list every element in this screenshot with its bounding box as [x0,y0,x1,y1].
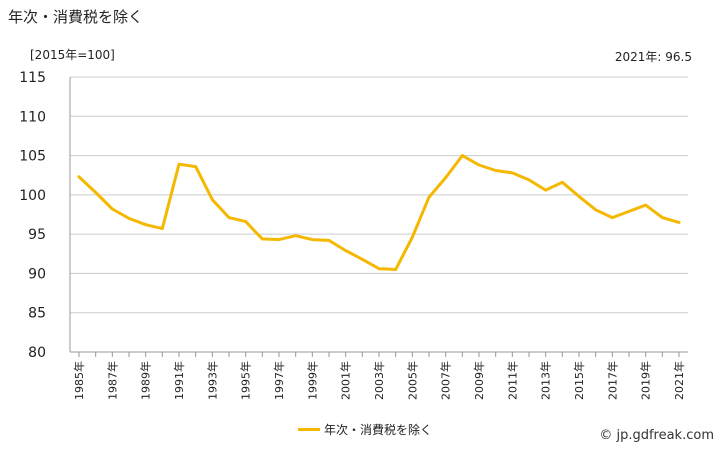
data-point [160,227,164,231]
data-point [660,216,664,220]
data-point [194,165,198,168]
x-tick-label: 2017年 [605,361,619,400]
y-tick-label: 115 [19,70,46,86]
data-point [644,203,648,207]
y-tick-label: 110 [19,109,46,125]
x-tick-label: 2003年 [372,361,386,400]
y-tick-label: 105 [19,149,46,165]
x-tick-label: 1993年 [205,361,219,400]
x-tick-label: 2001年 [339,361,353,400]
x-tick-label: 2021年 [672,361,686,400]
data-point [544,188,548,192]
data-point [677,220,681,224]
data-point [77,175,81,179]
x-tick-label: 1987年 [105,361,119,400]
data-point [327,239,331,242]
latest-value-label: 2021年: 96.5 [614,50,692,64]
x-tick-label: 1989年 [139,361,153,400]
data-point [244,220,248,223]
x-tick-label: 2007年 [439,361,453,400]
data-point [360,257,364,261]
x-tick-label: 2019年 [639,361,653,400]
data-point [577,195,581,198]
data-point [527,178,531,182]
data-point [444,176,448,179]
data-point [344,249,348,253]
y-tick-label: 100 [19,188,46,204]
y-axis-ticks: 80 85 90 95 100 105 110 115 [19,70,46,361]
x-tick-label: 1985年 [72,361,86,400]
data-point [377,267,381,271]
data-point [94,191,98,194]
x-tick-label: 1995年 [239,361,253,400]
data-point [144,223,148,227]
data-point [227,216,231,220]
data-point [110,207,114,211]
y-tick-label: 85 [28,306,46,322]
legend-swatch [298,428,320,431]
unit-label: [2015年=100] [30,48,115,62]
data-point [610,216,614,220]
y-tick-label: 80 [28,345,46,361]
y-tick-label: 90 [28,266,46,282]
data-point [294,234,298,238]
grid-lines [69,76,688,353]
data-point [177,162,181,166]
legend-label: 年次・消費税を除く [324,423,433,437]
x-tick-label: 2013年 [539,361,553,400]
data-point [277,238,281,242]
data-point [560,180,564,184]
x-tick-label: 1999年 [305,361,319,400]
data-point [210,198,214,201]
data-point [627,209,631,213]
data-point [394,268,398,271]
data-point [410,235,414,239]
source-credit: © jp.gdfreak.com [599,428,714,443]
x-tick-label: 1997年 [272,361,286,400]
data-point [427,195,431,199]
data-point [510,171,514,175]
data-point [310,238,314,242]
x-tick-label: 2009年 [472,361,486,400]
x-axis-ticks: 1985年 1987年 1989年 1991年 1993年 1995年 1997年 1999年… [72,352,686,400]
x-tick-label: 2015年 [572,361,586,400]
data-point [494,169,498,172]
series-layer [77,154,681,271]
data-point [477,163,481,167]
x-tick-label: 2011年 [505,361,519,400]
data-point [594,208,598,212]
data-point [460,154,464,157]
page-title: 年次・消費税を除く [8,8,144,26]
legend: 年次・消費税を除く [298,421,432,438]
x-tick-label: 2005年 [405,361,419,400]
data-point [260,237,264,241]
data-point [127,217,131,220]
series-line [77,154,681,271]
y-tick-label: 95 [28,227,46,243]
x-tick-label: 1991年 [172,361,186,400]
